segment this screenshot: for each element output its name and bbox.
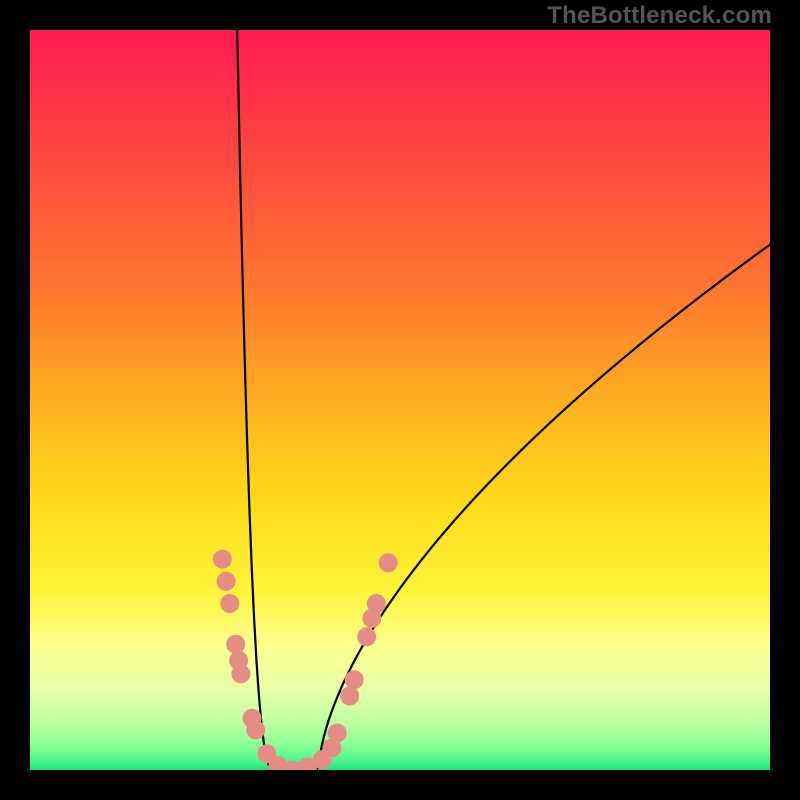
data-point [247, 721, 265, 739]
chart-svg [30, 30, 770, 770]
data-point [367, 595, 385, 613]
gradient-background [30, 30, 770, 770]
data-point [213, 550, 231, 568]
data-point [341, 687, 359, 705]
plot-area [30, 30, 770, 770]
data-point [227, 635, 245, 653]
data-point [217, 572, 235, 590]
data-point [345, 671, 363, 689]
data-point [358, 628, 376, 646]
data-point [221, 595, 239, 613]
data-point [379, 554, 397, 572]
chart-frame: TheBottleneck.com [0, 0, 800, 800]
data-point [328, 724, 346, 742]
watermark-text: TheBottleneck.com [547, 2, 772, 30]
data-point [232, 665, 250, 683]
